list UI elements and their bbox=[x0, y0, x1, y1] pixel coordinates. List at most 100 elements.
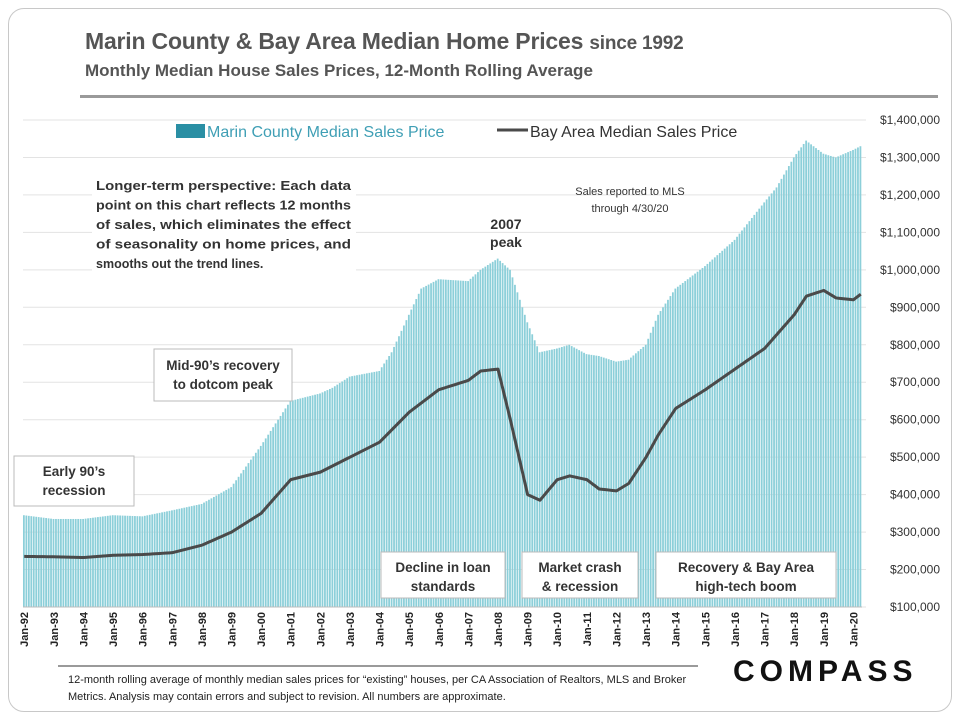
x-tick-label: Jan-93 bbox=[49, 612, 61, 647]
marin-bar bbox=[72, 518, 75, 607]
marin-bar bbox=[467, 281, 469, 607]
marin-bar bbox=[817, 149, 820, 607]
marin-bar bbox=[193, 505, 196, 607]
marin-bar bbox=[610, 360, 613, 607]
y-tick-label: $900,000 bbox=[890, 300, 940, 314]
marin-bar bbox=[148, 514, 151, 607]
marin-bar bbox=[723, 248, 726, 607]
marin-bar bbox=[23, 515, 25, 607]
marin-bar bbox=[368, 372, 371, 607]
marin-bar bbox=[617, 361, 620, 607]
marin-bar bbox=[546, 350, 548, 607]
marin-bar bbox=[753, 214, 756, 607]
marin-bar bbox=[74, 518, 77, 607]
marin-bar bbox=[166, 511, 168, 607]
marin-bar bbox=[222, 491, 225, 607]
marin-bar bbox=[521, 307, 524, 607]
marin-bar bbox=[346, 378, 349, 607]
chart-subtitle: Monthly Median House Sales Prices, 12-Mo… bbox=[85, 61, 593, 80]
marin-bar bbox=[40, 517, 43, 607]
marin-bar bbox=[538, 352, 541, 607]
marin-bar bbox=[343, 379, 346, 607]
chart-title-suffix: since 1992 bbox=[589, 33, 684, 54]
decline-loan-note: standards bbox=[411, 579, 476, 594]
marin-bar bbox=[652, 326, 655, 607]
marin-bar bbox=[718, 252, 721, 608]
marin-bar bbox=[755, 211, 758, 607]
marin-bar bbox=[709, 261, 711, 607]
marin-bar bbox=[153, 513, 156, 607]
marin-bar bbox=[499, 260, 502, 607]
marin-bar bbox=[558, 347, 561, 607]
marin-bar bbox=[168, 510, 171, 607]
marin-bar bbox=[459, 280, 462, 607]
marin-bar bbox=[738, 233, 741, 607]
x-tick-label: Jan-09 bbox=[523, 612, 535, 647]
early90s-note: recession bbox=[42, 483, 105, 498]
perspective-note-line: of seasonality on home prices, and bbox=[96, 238, 351, 252]
marin-bar bbox=[464, 280, 467, 607]
marin-bar bbox=[857, 147, 859, 607]
market-crash-note: Market crash bbox=[538, 560, 621, 575]
marin-bar bbox=[277, 419, 279, 607]
marin-bar bbox=[296, 399, 299, 607]
marin-bar bbox=[859, 146, 862, 607]
marin-bar bbox=[457, 280, 460, 607]
marin-bar bbox=[232, 483, 235, 607]
marin-bar bbox=[686, 279, 689, 607]
mid90s-note: to dotcom peak bbox=[173, 377, 273, 392]
marin-bar bbox=[27, 515, 30, 607]
marin-bar bbox=[143, 515, 146, 607]
marin-bar bbox=[124, 515, 126, 607]
marin-bar bbox=[410, 309, 413, 607]
marin-bar bbox=[721, 250, 724, 608]
marin-bar bbox=[477, 272, 479, 607]
marin-bar bbox=[240, 473, 242, 607]
mid90s-note-box bbox=[153, 348, 293, 402]
marin-bar bbox=[839, 155, 842, 607]
marin-bar bbox=[543, 351, 546, 607]
legend-swatch-marin bbox=[176, 124, 205, 138]
marin-bar bbox=[775, 187, 778, 607]
marin-bar bbox=[245, 466, 247, 607]
marin-bar bbox=[126, 515, 129, 607]
marin-bar bbox=[257, 449, 260, 607]
marin-bar bbox=[259, 445, 262, 607]
marin-bar bbox=[32, 516, 35, 607]
marin-bar bbox=[706, 263, 709, 607]
marin-bar bbox=[541, 351, 543, 607]
decline-loan-note-box bbox=[380, 551, 506, 599]
marin-bar bbox=[131, 515, 134, 607]
marin-bar bbox=[800, 147, 803, 607]
x-tick-label: Jan-92 bbox=[19, 612, 31, 647]
marin-bar bbox=[551, 349, 553, 607]
y-tick-label: $1,000,000 bbox=[880, 263, 940, 277]
marin-bar bbox=[452, 280, 455, 607]
marin-bar bbox=[183, 507, 186, 607]
perspective-note-line: of sales, which eliminates the effect bbox=[96, 218, 352, 232]
marin-bar bbox=[795, 154, 798, 607]
marin-bar bbox=[773, 190, 775, 607]
marin-bar bbox=[200, 503, 203, 607]
marin-bar bbox=[287, 404, 289, 607]
marin-bar bbox=[605, 358, 608, 607]
marin-bar bbox=[35, 516, 38, 607]
marin-bar bbox=[674, 288, 677, 607]
marin-bar bbox=[657, 314, 659, 607]
marin-bar bbox=[173, 509, 176, 607]
marin-bar bbox=[373, 371, 376, 607]
marin-bar bbox=[415, 299, 418, 607]
marin-bar bbox=[494, 260, 497, 607]
marin-bar bbox=[151, 514, 154, 607]
axes: $100,000 $200,000 $300,000 $400,000 $500,000… bbox=[19, 113, 940, 647]
marin-bar bbox=[190, 506, 193, 607]
marin-bar bbox=[403, 325, 405, 607]
marin-bar bbox=[509, 269, 511, 607]
marin-bar bbox=[797, 150, 800, 607]
marin-bar bbox=[336, 384, 339, 607]
marin-bar bbox=[852, 149, 854, 607]
marin-bar bbox=[815, 148, 817, 607]
mid90s-note: Mid-90’s recovery bbox=[166, 358, 280, 373]
x-tick-label: Jan-12 bbox=[611, 612, 623, 647]
